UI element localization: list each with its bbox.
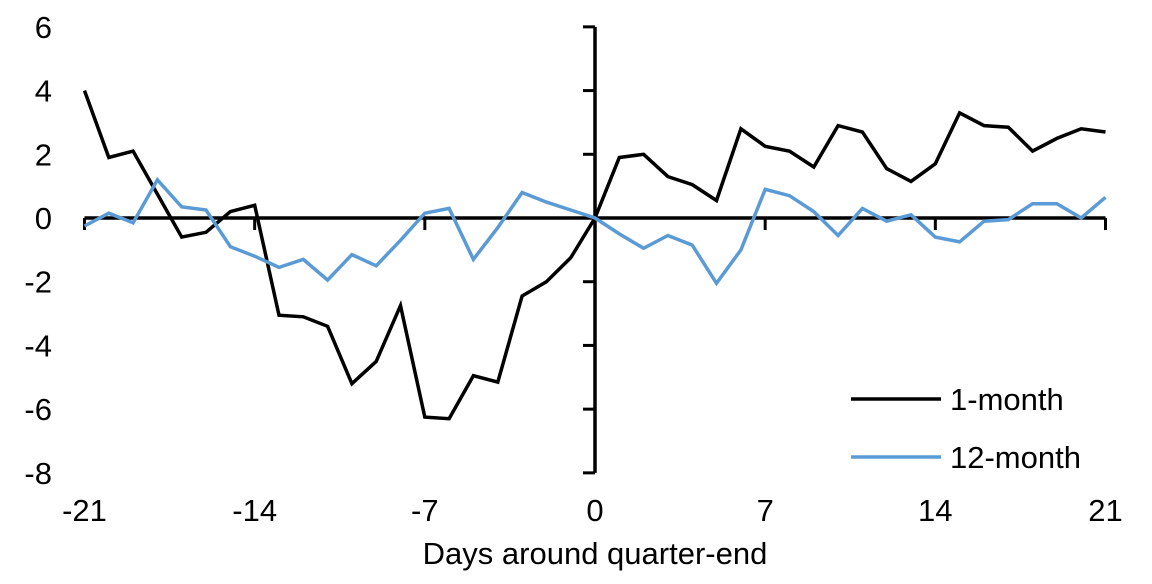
legend-label-1-month: 1-month xyxy=(950,382,1064,417)
x-tick-label: 0 xyxy=(586,493,603,528)
y-tick-label: -4 xyxy=(24,328,52,363)
x-tick-label: -21 xyxy=(62,493,107,528)
legend: 1-month 12-month xyxy=(851,382,1081,475)
y-tick-label: -6 xyxy=(24,392,52,427)
x-tick-label: 14 xyxy=(918,493,952,528)
y-tick-label: -8 xyxy=(24,456,52,491)
x-tick-label: 7 xyxy=(757,493,774,528)
y-tick-label: 4 xyxy=(35,74,52,109)
x-tick-label: -7 xyxy=(411,493,439,528)
y-tick-label: 2 xyxy=(35,137,52,172)
x-axis-title: Days around quarter-end xyxy=(423,536,768,571)
tick-labels: -21 -14 -7 0 7 14 21 6 4 2 0 -2 -4 -6 -8 xyxy=(24,10,1122,528)
x-tick-label: 21 xyxy=(1088,493,1122,528)
y-tick-label: -2 xyxy=(24,265,52,300)
x-tick-label: -14 xyxy=(232,493,277,528)
series-lines xyxy=(82,90,1107,421)
series-line-12-month xyxy=(83,176,1107,287)
y-tick-label: 6 xyxy=(35,10,52,45)
legend-label-12-month: 12-month xyxy=(950,440,1081,475)
y-tick-label: 0 xyxy=(35,201,52,236)
